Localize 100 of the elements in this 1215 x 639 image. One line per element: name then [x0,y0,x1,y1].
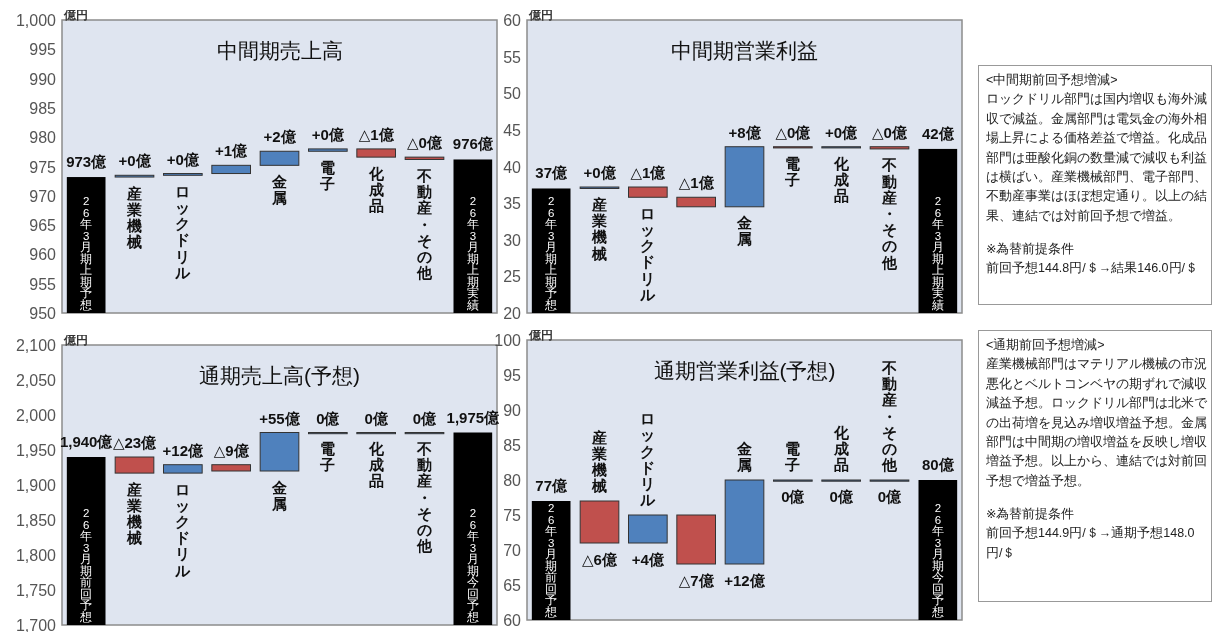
text: 前回予想144.8円/＄→結果146.0円/＄ [986,260,1199,278]
data-label: △1億 [630,164,667,182]
text: 通期売上高(予想) [199,364,360,387]
y-tick-label: 970 [29,187,57,205]
x-tick-label: 産業機械 [126,184,142,251]
x-tick-label: 電子 [319,158,336,192]
x-tick-label: 化成品 [367,164,385,215]
y-tick-label: 25 [503,268,522,286]
data-label: +0億 [583,164,617,182]
y-tick-label: 2,100 [15,337,57,354]
category-label: 26年3月期前回予想 [80,507,93,623]
category-label: 26年3月期上期予想 [545,195,558,311]
data-label: +4億 [631,551,665,568]
data-label: △1億 [358,125,395,143]
y-tick-label: 965 [29,217,57,235]
text: <通期前回予想増減> [986,337,1106,354]
data-label: △6億 [582,551,618,568]
y-tick-label: 50 [503,85,522,103]
category-label: 26年3月期上期実績 [466,195,479,311]
y-tick-label: 955 [29,275,57,293]
y-tick-label: 75 [503,507,522,524]
y-tick-label: 30 [503,231,522,249]
x-tick-label: 産業機械 [591,195,607,262]
data-label: 973億 [66,153,108,171]
y-tick-label: 90 [503,402,522,419]
data-label: △1億 [678,174,715,192]
x-tick-label: 産業機械 [126,480,142,547]
category-label: 26年3月期今回予想 [466,507,479,623]
data-label: △23億 [112,434,158,451]
text: 産業機械部門はマテリアル機械の市況悪化とベルトコンベヤの期ずれで減収減益予想。ロックドリル部門は北米での出荷増を見込み増収増益予想。金属部門は中間期の増収増益を反映し増収増益予想。以上から、連結では対前回予想で増益予想。 [986,356,1208,490]
data-label: 0億 [829,488,854,505]
data-label: +12億 [162,441,205,459]
text: ※為替前提条件 [986,506,1076,523]
y-tick-label: 1,000 [15,12,57,29]
category-label: 26年3月期上期予想 [80,195,93,311]
x-tick-label: 金属 [271,478,287,512]
x-tick-label: ロックドリル [639,410,657,509]
y-tick-label: 35 [503,195,522,213]
x-tick-label: 金属 [736,214,752,248]
data-label: +0億 [825,123,859,141]
text: ロックドリル部門は国内増収も海外減収で減益。金属部門は電気金の海外相場上昇による価格差益で増益。化成品部門は亜酸化銅の数量減で減収も利益は横ばい。産業機械部門、電子部門、不動産事業はほぼ想定通り。以上の結果、連結では対前回予想で増益。 [986,91,1208,225]
y-tick-label: 2,050 [15,372,57,389]
x-tick-label: ロックドリル [174,182,192,281]
data-label: 1,940億 [59,433,114,450]
y-tick-label: 1,900 [15,477,57,494]
x-tick-label: 不動産・その他 [881,359,898,474]
x-tick-label: 化成品 [832,154,850,205]
y-tick-label: 995 [29,41,57,59]
x-tick-label: 金属 [736,440,752,474]
data-label: +0億 [118,152,152,170]
data-label: △0億 [407,134,443,152]
data-label: 77億 [535,477,569,494]
y-tick-label: 70 [503,542,522,559]
y-tick-label: 2,000 [15,407,57,424]
y-tick-label: 60 [503,12,522,29]
x-tick-label: 電子 [784,440,801,474]
x-tick-label: 電子 [784,154,801,189]
y-tick-label: 55 [503,48,522,66]
y-tick-label: 45 [503,121,522,139]
x-tick-label: 金属 [271,172,287,207]
x-tick-label: 産業機械 [591,428,607,495]
y-tick-label: 85 [503,437,522,454]
data-label: △0億 [775,123,812,141]
data-label: △0億 [872,123,908,141]
data-label: 0億 [316,409,341,427]
data-label: +1億 [215,142,249,160]
y-tick-label: 1,800 [15,547,57,564]
data-label: 0億 [877,488,903,505]
data-label: △9億 [213,441,250,459]
x-tick-label: 化成品 [832,423,850,474]
data-label: 0億 [364,409,389,427]
text: 通期営業利益(予想) [653,359,836,382]
data-label: 80億 [921,456,955,473]
y-tick-label: 65 [503,577,522,594]
data-label: +0億 [311,125,345,143]
y-tick-label: 100 [494,332,522,349]
category-label: 26年3月期今回予想 [931,502,944,618]
y-tick-label: 80 [503,472,522,489]
data-label: △7億 [678,572,715,589]
text: 中間期売上高 [216,39,343,62]
x-tick-label: 電子 [319,440,336,474]
y-tick-label: 960 [29,246,57,264]
y-tick-label: 950 [29,305,57,322]
y-tick-label: 980 [29,129,57,147]
x-tick-label: ロックドリル [174,480,192,579]
text: <中間期前回予想増減> [986,72,1119,89]
y-tick-label: 1,850 [15,512,57,529]
y-tick-label: 985 [29,99,57,117]
text: ※為替前提条件 [986,241,1076,258]
x-tick-label: 不動産・その他 [416,166,433,282]
y-tick-label: 20 [503,305,522,322]
data-label: 0億 [412,409,438,427]
data-label: +0億 [166,150,200,168]
data-label: +55億 [259,409,301,427]
data-label: 976億 [452,135,494,153]
category-label: 26年3月期前回予想 [545,502,558,618]
data-label: +12億 [724,572,766,589]
text: 前回予想144.9円/＄→通期予想148.0円/＄ [986,525,1196,562]
data-label: +8億 [728,123,762,141]
y-tick-label: 975 [29,158,57,176]
